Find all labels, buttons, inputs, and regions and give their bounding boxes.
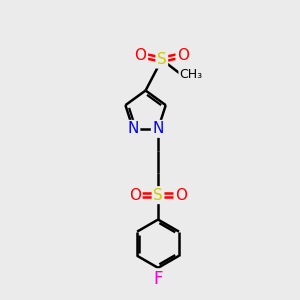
Text: O: O — [135, 48, 147, 63]
Text: N: N — [152, 122, 164, 136]
Text: S: S — [157, 52, 167, 67]
Text: O: O — [129, 188, 141, 202]
Text: F: F — [153, 270, 163, 288]
Text: O: O — [175, 188, 187, 202]
Text: N: N — [128, 122, 139, 136]
Text: CH₃: CH₃ — [180, 68, 203, 81]
Text: S: S — [153, 188, 163, 202]
Text: O: O — [177, 48, 189, 63]
